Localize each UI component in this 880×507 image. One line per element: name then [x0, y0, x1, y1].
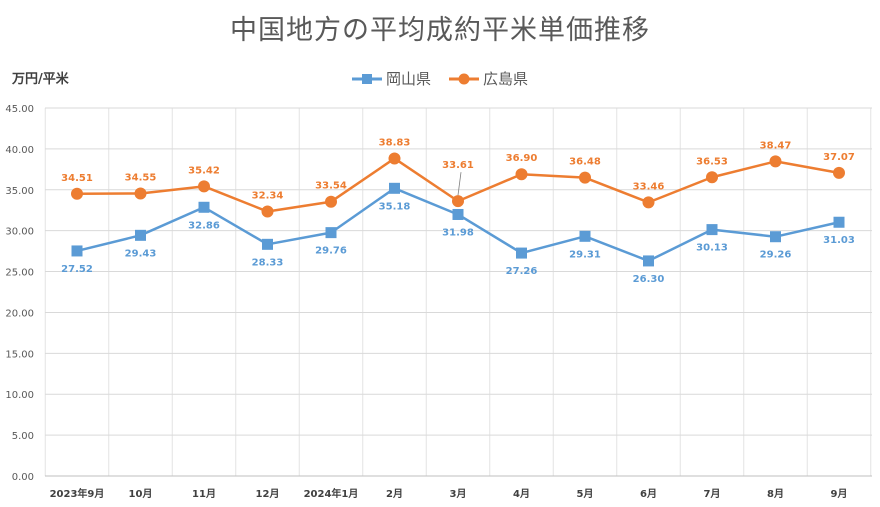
data-label: 33.46 — [633, 181, 665, 192]
y-tick-label: 15.00 — [5, 349, 34, 360]
data-point-circle — [769, 155, 782, 168]
data-label: 38.47 — [760, 140, 792, 151]
x-tick-label: 3月 — [450, 488, 467, 500]
y-tick-label: 20.00 — [5, 308, 34, 319]
y-axis-unit-label: 万円/平米 — [12, 72, 69, 87]
data-label: 31.98 — [442, 227, 474, 238]
data-point-square — [262, 238, 273, 250]
data-label: 35.18 — [379, 201, 411, 212]
legend-label-okayama: 岡山県 — [385, 70, 431, 88]
data-label: 34.55 — [125, 172, 157, 183]
y-tick-label: 25.00 — [5, 268, 34, 279]
data-point-square — [452, 208, 464, 220]
data-label: 29.26 — [760, 250, 792, 261]
data-label: 29.31 — [569, 249, 601, 260]
data-point-square — [198, 201, 210, 213]
legend-marker-circle-icon — [449, 73, 479, 84]
x-tick-label: 2024年1月 — [304, 487, 359, 500]
chart-title: 中国地方の平均成約平米単価推移 — [230, 15, 650, 46]
data-point-square — [643, 255, 654, 267]
data-label: 36.90 — [506, 153, 538, 164]
data-point-circle — [515, 168, 528, 181]
data-point-circle — [833, 166, 845, 179]
data-label: 38.83 — [379, 137, 411, 148]
y-tick-label: 0.00 — [12, 472, 34, 483]
data-point-circle — [198, 180, 210, 193]
data-point-circle — [134, 187, 147, 200]
data-label: 37.07 — [823, 152, 855, 163]
data-point-circle — [706, 171, 718, 184]
data-point-circle — [579, 171, 591, 184]
y-tick-label: 10.00 — [5, 390, 34, 401]
data-label: 34.51 — [61, 173, 93, 184]
data-label: 32.34 — [252, 191, 284, 202]
x-tick-label: 10月 — [129, 488, 153, 500]
x-tick-label: 2月 — [386, 488, 403, 500]
data-label: 30.13 — [696, 243, 728, 254]
data-point-circle — [388, 152, 401, 165]
y-tick-label: 40.00 — [5, 145, 34, 156]
data-label: 35.42 — [188, 165, 220, 176]
x-tick-label: 8月 — [767, 488, 784, 500]
data-point-square — [706, 224, 718, 236]
data-label: 27.52 — [61, 264, 93, 275]
data-point-circle — [261, 205, 274, 218]
data-label: 32.86 — [188, 220, 220, 231]
y-tick-label: 5.00 — [12, 431, 34, 442]
x-tick-label: 11月 — [192, 488, 216, 500]
data-point-square — [833, 216, 845, 228]
y-tick-label: 30.00 — [5, 227, 34, 238]
data-label: 36.48 — [569, 157, 601, 168]
legend-label-hiroshima: 広島県 — [483, 70, 529, 88]
legend: 岡山県 広島県 — [0, 68, 880, 89]
data-point-square — [516, 247, 527, 259]
data-point-circle — [452, 195, 464, 208]
data-point-circle — [71, 187, 83, 200]
data-point-square — [71, 245, 83, 257]
data-point-square — [135, 229, 146, 241]
data-point-circle — [325, 195, 337, 208]
data-label: 29.43 — [125, 248, 157, 259]
legend-item-hiroshima: 広島県 — [449, 68, 528, 89]
y-tick-label: 45.00 — [5, 104, 34, 115]
data-point-square — [325, 227, 337, 239]
x-tick-label: 2023年9月 — [50, 487, 105, 500]
data-label: 26.30 — [633, 274, 665, 285]
x-tick-label: 6月 — [640, 488, 657, 500]
data-label: 36.53 — [696, 156, 728, 167]
data-label: 33.61 — [442, 160, 474, 171]
data-label: 28.33 — [252, 257, 284, 268]
x-tick-label: 12月 — [256, 488, 280, 500]
data-label: 31.03 — [823, 235, 855, 246]
data-label: 29.76 — [315, 246, 347, 257]
data-label: 27.26 — [506, 266, 538, 277]
y-tick-label: 35.00 — [5, 186, 34, 197]
x-tick-label: 5月 — [577, 488, 594, 500]
data-point-square — [770, 231, 781, 243]
leader-line — [457, 172, 462, 196]
data-label: 33.54 — [315, 181, 347, 192]
legend-item-okayama: 岡山県 — [351, 68, 431, 89]
x-tick-label: 4月 — [513, 488, 530, 500]
data-point-square — [579, 230, 591, 242]
data-point-square — [389, 182, 400, 194]
data-point-circle — [642, 196, 655, 209]
legend-marker-square-icon — [351, 73, 382, 84]
x-tick-label: 7月 — [704, 488, 721, 500]
x-tick-label: 9月 — [831, 488, 848, 500]
